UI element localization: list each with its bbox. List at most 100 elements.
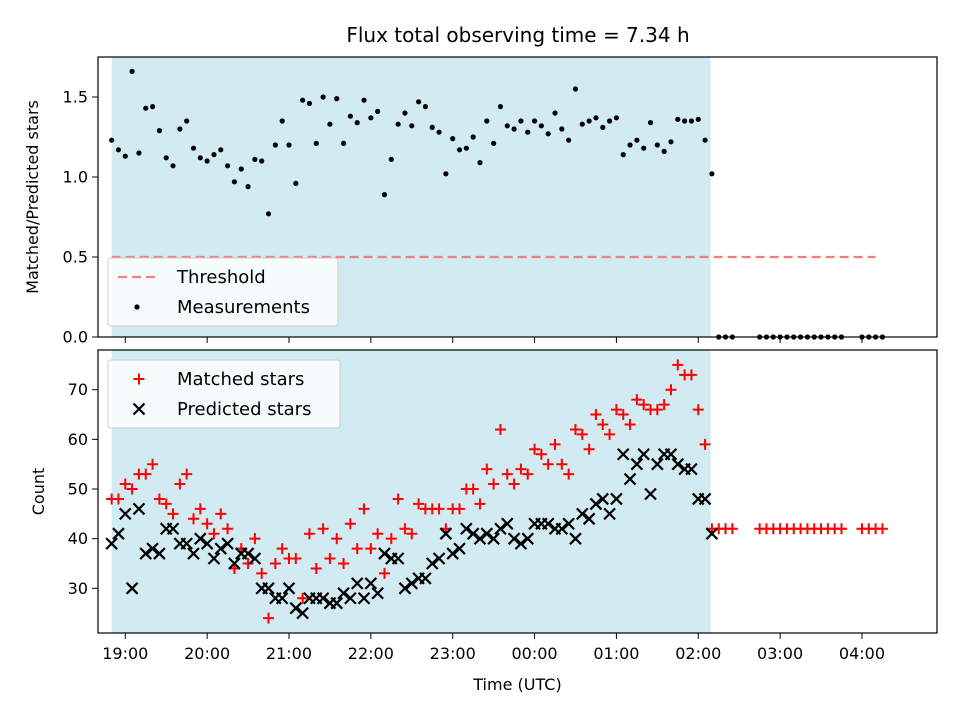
matched-star-point	[256, 567, 268, 579]
predicted-star-point	[405, 577, 419, 590]
measurement-point	[695, 116, 701, 122]
matched-star-point	[515, 463, 527, 475]
measurement-point	[511, 126, 517, 132]
measurement-point	[340, 140, 347, 146]
matched-star-point	[836, 523, 848, 535]
y-tick-label: 30	[68, 579, 88, 598]
matched-star-point	[624, 418, 636, 430]
legend-measurements-swatch	[134, 304, 140, 310]
predicted-star-point	[616, 447, 630, 461]
matched-star-point	[160, 498, 172, 510]
matched-star-point	[406, 528, 418, 540]
y-tick-label: 1.5	[63, 88, 88, 107]
predicted-star-point	[514, 537, 528, 550]
predicted-star-point	[166, 522, 180, 536]
measurement-point	[429, 124, 435, 130]
measurement-point	[552, 110, 558, 116]
matched-star-point	[508, 478, 520, 490]
matched-star-point	[317, 523, 329, 535]
measurement-point	[463, 145, 469, 151]
x-tick-label: 03:00	[757, 644, 803, 663]
ratio-marks	[109, 68, 886, 340]
matched-star-point	[481, 463, 493, 475]
measurement-point	[347, 113, 353, 119]
measurement-point	[177, 126, 183, 132]
matched-star-point	[522, 468, 534, 480]
matched-star-point	[699, 438, 711, 450]
matched-star-point	[876, 523, 888, 535]
predicted-star-point	[132, 502, 146, 516]
measurement-point	[586, 118, 592, 124]
matched-star-point	[576, 428, 588, 440]
measurement-point	[136, 150, 142, 156]
measurement-point	[477, 160, 483, 166]
measurement-point	[456, 147, 463, 153]
measurement-point	[197, 155, 203, 161]
measurement-point	[238, 166, 244, 172]
predicted-star-point	[391, 552, 405, 565]
measurement-point	[566, 137, 572, 143]
predicted-star-point	[275, 591, 289, 605]
predicted-star-point	[316, 591, 330, 605]
matched-star-point	[488, 478, 500, 490]
matched-star-point	[303, 528, 315, 540]
measurement-point	[641, 145, 647, 151]
matched-star-point	[542, 458, 554, 470]
matched-star-point	[413, 498, 425, 510]
matched-star-point	[385, 533, 397, 545]
predicted-star-point	[139, 547, 153, 560]
predicted-star-point	[105, 537, 118, 550]
matched-star-point	[638, 399, 650, 411]
measurement-point	[395, 121, 401, 127]
predicted-star-point	[685, 462, 698, 476]
matched-star-point	[194, 503, 206, 515]
matched-star-point	[610, 404, 622, 416]
measurement-point	[279, 118, 285, 124]
predicted-star-point	[262, 582, 275, 595]
measurement-point	[443, 171, 449, 177]
matched-star-point	[399, 523, 411, 535]
legend-matched-swatch	[133, 373, 145, 385]
predicted-star-point	[228, 557, 241, 570]
legend-measurements-label: Measurements	[177, 297, 310, 318]
predicted-star-point	[500, 517, 514, 531]
predicted-star-point	[180, 537, 193, 550]
predicted-star-point	[207, 552, 221, 565]
measurement-point	[682, 118, 688, 124]
y-tick-label: 0.5	[63, 248, 88, 267]
legend-box	[107, 257, 339, 327]
measurement-point	[327, 121, 333, 127]
matched-star-point	[651, 404, 663, 416]
predicted-star-point	[419, 572, 432, 585]
measurement-point	[129, 68, 135, 74]
matched-star-point	[222, 523, 234, 535]
measurement-point	[388, 156, 394, 162]
x-tick-label: 01:00	[593, 644, 639, 663]
measurement-point	[231, 179, 238, 185]
measurement-point	[470, 134, 476, 140]
predicted-star-point	[289, 601, 303, 615]
predicted-star-point	[603, 507, 616, 521]
matched-star-point	[215, 508, 227, 520]
matched-star-point	[297, 592, 309, 604]
measurement-point	[190, 145, 197, 151]
measurement-point	[504, 123, 510, 129]
measurement-point	[375, 108, 381, 114]
predicted-star-point	[576, 507, 589, 521]
predicted-star-point	[241, 547, 255, 560]
measurement-point	[661, 148, 667, 154]
matched-star-point	[494, 423, 506, 435]
predicted-star-point	[432, 552, 446, 565]
predicted-star-point	[521, 532, 535, 545]
matched-star-point	[467, 483, 479, 495]
predicted-star-point	[378, 547, 391, 560]
measurement-point	[211, 152, 217, 158]
predicted-star-point	[337, 587, 350, 600]
predicted-star-point	[494, 522, 507, 536]
matched-star-point	[529, 443, 541, 455]
predicted-star-point	[112, 527, 125, 540]
predicted-star-point	[357, 591, 371, 605]
measurement-point	[170, 163, 176, 169]
matched-star-point	[372, 528, 384, 540]
ratio-y-ticks: 0.0 0.5 1.0 1.5	[63, 88, 98, 347]
